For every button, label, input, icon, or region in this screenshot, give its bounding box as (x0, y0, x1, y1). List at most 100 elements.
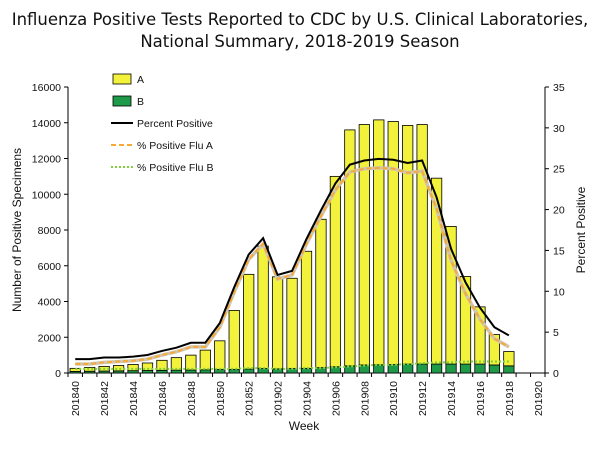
bar-b-201907 (344, 365, 356, 374)
x-tick-label: 201916 (475, 381, 487, 416)
y-axis-right-label: Percent Positive (574, 186, 588, 273)
bar-a-201902 (271, 276, 284, 370)
legend-label: A (137, 74, 144, 86)
bar-a-201852 (243, 273, 255, 370)
bar-a-201843 (112, 365, 125, 372)
y-right-tick-label: 10 (553, 286, 565, 298)
legend-label: % Positive Flu B (137, 162, 213, 174)
y-left-tick-label: 6000 (38, 261, 62, 273)
bar-b-201909 (373, 364, 385, 374)
bar-b-201910 (387, 364, 399, 374)
y-right-tick-label: 25 (553, 164, 565, 176)
bar-a-201917 (488, 334, 501, 366)
y-right-tick-label: 30 (553, 123, 565, 135)
bar-a-201903 (286, 277, 298, 369)
bar-a-201844 (127, 364, 139, 372)
y-right-tick-label: 0 (553, 368, 559, 380)
x-tick-label: 201852 (244, 381, 256, 416)
line--positive-flu-b (75, 360, 509, 370)
legend-label: B (137, 96, 144, 108)
y-left-tick-label: 12000 (32, 154, 61, 166)
bar-b-201914 (445, 363, 457, 374)
bar-a-201845 (141, 362, 154, 371)
bar-a-201849 (199, 349, 211, 371)
bar-b-201850 (214, 369, 226, 374)
bar-b-201915 (459, 363, 472, 374)
legend-label: Percent Positive (137, 118, 213, 130)
y-left-tick-label: 0 (55, 368, 61, 380)
bar-a-201850 (214, 340, 226, 370)
bar-a-201848 (185, 354, 197, 371)
bar-b-201913 (430, 363, 443, 374)
bar-b-201849 (199, 369, 211, 374)
bar-a-201840 (69, 367, 81, 372)
legend-swatch (112, 73, 132, 85)
bar-b-201848 (185, 369, 197, 374)
x-tick-label: 201910 (388, 381, 400, 416)
x-tick-label: 201848 (186, 381, 198, 416)
bar-b-201902 (271, 368, 284, 374)
bar-a-201907 (344, 129, 356, 367)
x-tick-label: 201906 (330, 381, 342, 416)
bar-b-201917 (488, 364, 501, 374)
x-tick-label: 201918 (504, 381, 516, 416)
bar-b-201852 (243, 368, 255, 374)
y-left-tick-label: 8000 (38, 225, 62, 237)
x-tick-label: 201840 (70, 381, 82, 416)
lines-layer (75, 157, 510, 370)
bar-a-201905 (315, 218, 327, 369)
y-left-tick-label: 14000 (32, 118, 61, 130)
x-axis-label: Week (289, 419, 320, 433)
y-right-tick-label: 20 (553, 205, 565, 217)
bar-b-201904 (300, 367, 313, 374)
bar-b-201912 (416, 363, 428, 374)
bar-a-201851 (228, 310, 240, 370)
line-percent-positive (75, 157, 510, 361)
x-tick-label: 201842 (99, 381, 111, 416)
bar-a-201913 (430, 177, 443, 365)
bar-b-201918 (503, 365, 515, 374)
x-tick-label: 201912 (417, 381, 429, 416)
bar-a-201847 (170, 357, 183, 371)
bar-b-201916 (474, 363, 486, 374)
bars-layer (69, 119, 515, 374)
bar-a-201912 (416, 124, 428, 365)
x-tick-label: 201844 (128, 381, 140, 416)
y-axis-left-label: Number of Positive Specimens (10, 148, 24, 312)
bar-a-201910 (387, 121, 399, 365)
line--positive-flu-a (75, 166, 510, 366)
x-tick-label: 201920 (533, 381, 545, 416)
bar-a-201904 (300, 250, 313, 369)
y-right-tick-label: 5 (553, 327, 559, 339)
legend-swatch (112, 95, 132, 107)
axes-layer: 0 2000 4000 6000 8000 10000 12000 14000 16000 0 5 1… (32, 82, 565, 416)
x-tick-label: 201846 (157, 381, 169, 416)
y-left-tick-label: 10000 (32, 189, 61, 201)
bar-a-201901 (257, 245, 269, 369)
y-left-tick-label: 2000 (38, 332, 62, 344)
x-tick-label: 201904 (302, 381, 314, 416)
chart-title-line-1: Influenza Positive Tests Reported to CDC… (11, 10, 589, 29)
x-tick-label: 201908 (359, 381, 371, 416)
bar-b-201901 (257, 368, 269, 374)
legend: AB Percent Positive % Positive Flu A % Posi… (111, 73, 213, 174)
bar-b-201911 (402, 363, 414, 374)
legend-label: % Positive Flu A (137, 140, 213, 152)
y-right-tick-label: 15 (553, 245, 565, 257)
bar-a-201914 (445, 226, 457, 365)
bar-a-201906 (329, 175, 342, 368)
bar-b-201851 (228, 369, 240, 374)
x-tick-label: 201914 (446, 381, 458, 416)
y-left-tick-label: 16000 (32, 82, 61, 94)
x-tick-label: 201850 (215, 381, 227, 416)
bar-a-201846 (156, 359, 168, 371)
y-right-tick-label: 35 (553, 82, 565, 94)
bar-a-201909 (373, 119, 385, 366)
y-left-tick-label: 4000 (38, 297, 62, 309)
bar-a-201918 (503, 351, 515, 367)
x-tick-label: 201902 (273, 381, 285, 416)
bar-a-201841 (84, 367, 96, 372)
bar-b-201847 (170, 369, 183, 374)
